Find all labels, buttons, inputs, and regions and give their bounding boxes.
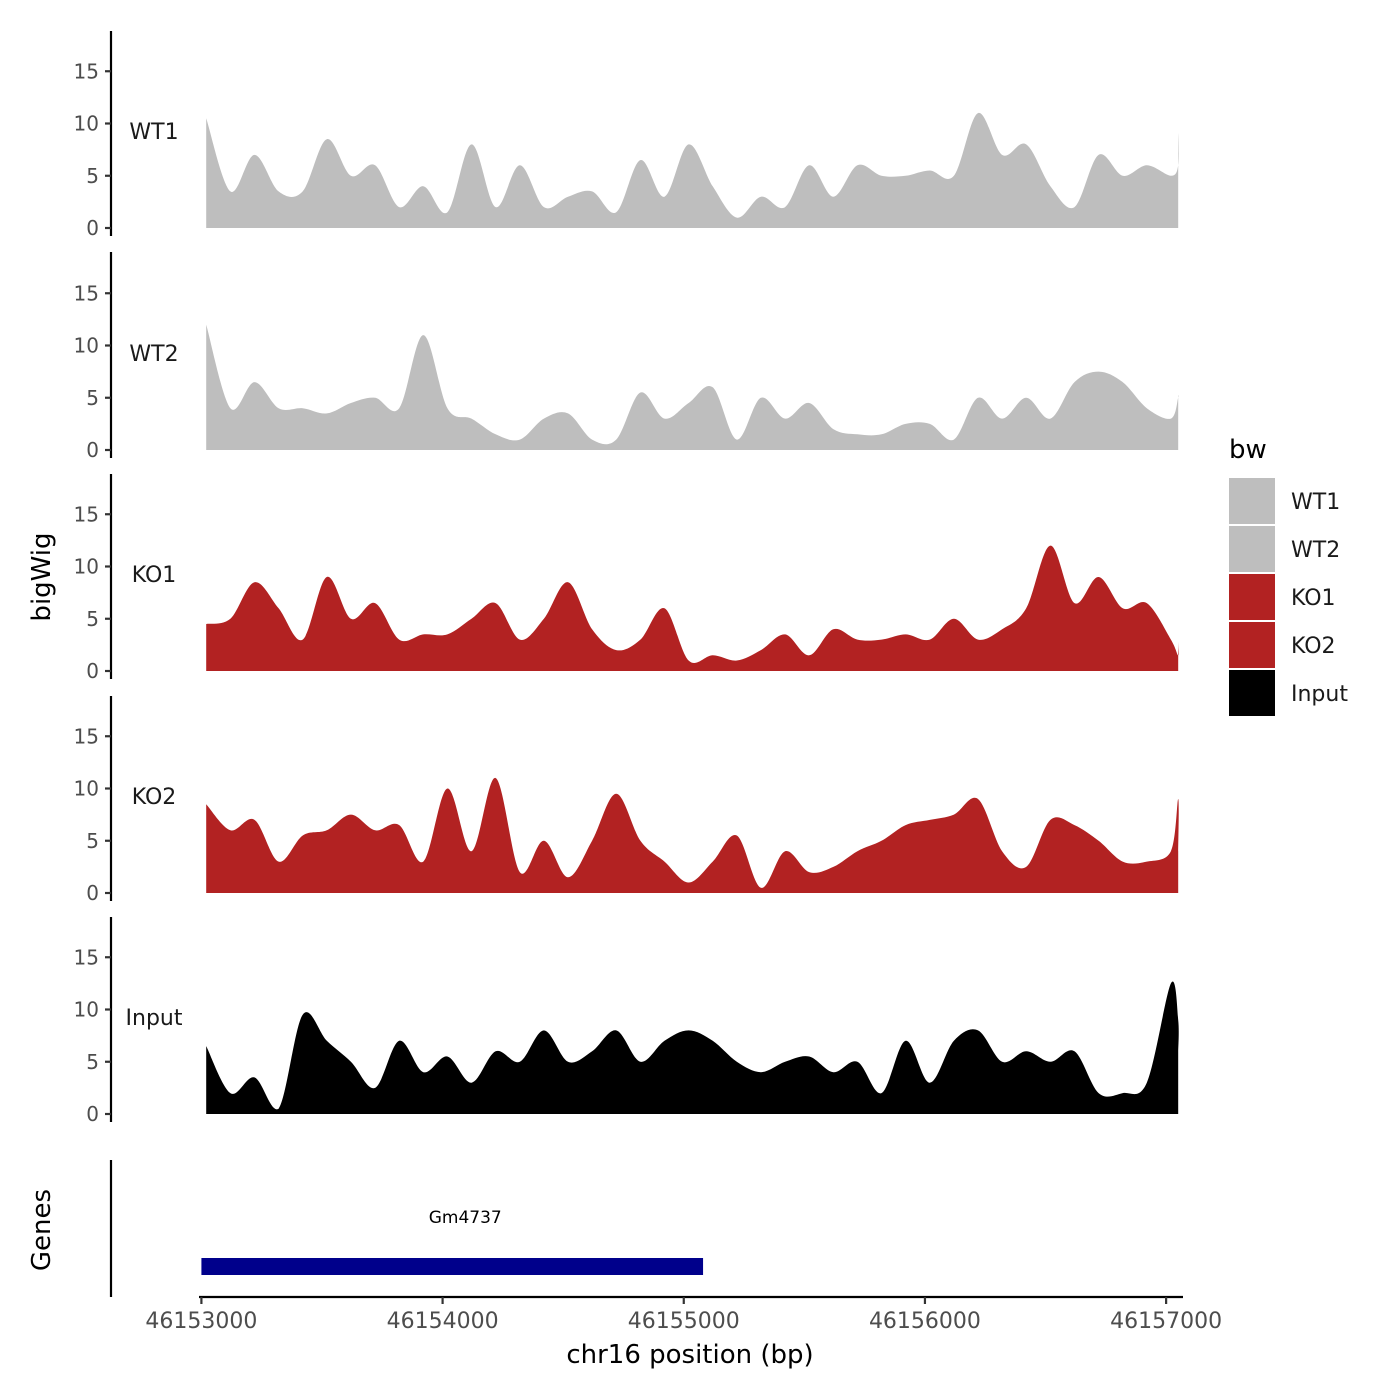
y-tick-label-wt2-10: 10: [74, 334, 99, 358]
legend-key-wt1: [1229, 478, 1275, 524]
track-label-ko1: KO1: [132, 563, 177, 588]
y-tick-label-ko1-10: 10: [74, 555, 99, 579]
y-tick-label-ko2-0: 0: [86, 881, 99, 905]
y-tick-label-wt2-15: 15: [74, 281, 99, 305]
genes-panel: Genes Gm4737: [27, 1160, 704, 1297]
y-tick-label-ko1-15: 15: [74, 502, 99, 526]
signal-tracks: 0 5 10 15 WT1 0 5 10 15 WT2 0 5 10 15 KO1 0 5 10 15 KO2 0 5 10…: [74, 31, 1179, 1126]
gene-label-gm4737: Gm4737: [429, 1208, 502, 1228]
y-tick-label-wt1-0: 0: [86, 216, 99, 240]
x-tick-label-46155000: 46155000: [628, 1309, 740, 1334]
signal-area-input: [206, 981, 1179, 1114]
x-tick-label-46154000: 46154000: [387, 1309, 499, 1334]
legend-key-ko1: [1229, 574, 1275, 620]
track-ko1: 0 5 10 15 KO1: [74, 474, 1179, 683]
x-tick-label-46156000: 46156000: [869, 1309, 981, 1334]
signal-area-wt2: [206, 282, 1179, 450]
y-tick-label-input-0: 0: [86, 1102, 99, 1126]
x-tick-label-46153000: 46153000: [145, 1309, 257, 1334]
signal-area-wt1: [206, 112, 1179, 228]
x-tick-label-46157000: 46157000: [1110, 1309, 1222, 1334]
y-tick-label-wt2-0: 0: [86, 438, 99, 462]
track-label-ko2: KO2: [132, 785, 177, 810]
legend-label-ko2: KO2: [1291, 634, 1336, 659]
legend-key-ko2: [1229, 622, 1275, 668]
legend-label-wt2: WT2: [1291, 538, 1340, 563]
signal-area-ko1: [206, 482, 1179, 671]
track-wt2: 0 5 10 15 WT2: [74, 252, 1179, 462]
y-tick-label-ko1-5: 5: [86, 607, 99, 631]
legend-label-ko1: KO1: [1291, 586, 1336, 611]
y-tick-label-wt1-15: 15: [74, 59, 99, 83]
track-ko2: 0 5 10 15 KO2: [74, 696, 1179, 905]
x-axis-title: chr16 position (bp): [566, 1340, 813, 1370]
x-axis: chr16 position (bp) 46153000 46154000 4615…: [145, 1295, 1222, 1370]
legend-label-wt1: WT1: [1291, 490, 1340, 515]
legend-label-input: Input: [1291, 682, 1348, 707]
y-tick-label-input-5: 5: [86, 1050, 99, 1074]
legend-key-wt2: [1229, 526, 1275, 572]
y-tick-label-ko2-10: 10: [74, 777, 99, 801]
y-tick-label-ko2-15: 15: [74, 724, 99, 748]
gene-body-gm4737: [201, 1258, 704, 1275]
track-label-wt2: WT2: [129, 342, 178, 367]
legend-key-input: [1229, 670, 1275, 716]
track-label-input: Input: [126, 1006, 183, 1031]
y-tick-label-ko2-5: 5: [86, 829, 99, 853]
y-tick-label-wt1-5: 5: [86, 164, 99, 188]
y-tick-label-wt1-10: 10: [74, 112, 99, 136]
y-axis-title: bigWig: [27, 532, 57, 621]
y-tick-label-wt2-5: 5: [86, 386, 99, 410]
y-tick-label-input-10: 10: [74, 998, 99, 1022]
track-wt1: 0 5 10 15 WT1: [74, 31, 1179, 240]
signal-area-ko2: [206, 767, 1179, 893]
legend: bw WT1 WT2 KO1 KO2 Input: [1229, 435, 1348, 716]
track-input: 0 5 10 15 Input: [74, 917, 1179, 1126]
y-tick-label-input-15: 15: [74, 945, 99, 969]
genes-panel-label: Genes: [27, 1189, 57, 1271]
y-tick-label-ko1-0: 0: [86, 659, 99, 683]
track-label-wt1: WT1: [129, 120, 178, 145]
legend-title: bw: [1229, 435, 1267, 465]
